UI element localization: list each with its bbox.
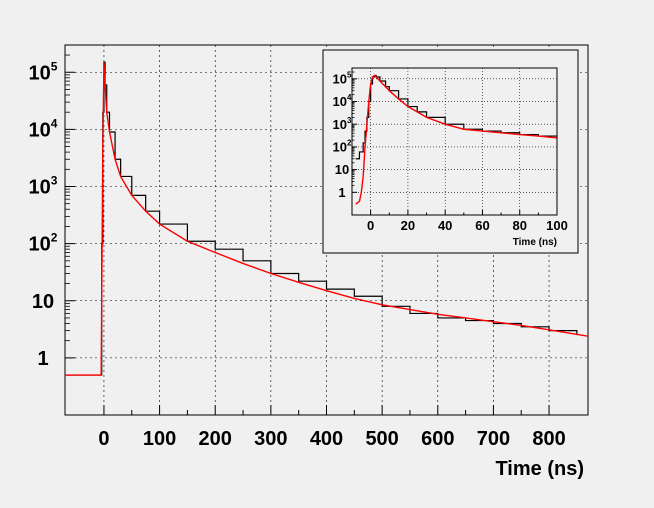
- inset-series: [355, 74, 558, 205]
- inset-y-tick-exponent: 4: [347, 93, 352, 102]
- main-y-tick-base: 10: [29, 177, 51, 199]
- main-y-tick-label: 10: [32, 291, 54, 313]
- inset-x-axis-title: Time (ns): [513, 237, 557, 248]
- main-x-tick-label: 700: [477, 428, 510, 450]
- inset-x-tick-label: 80: [512, 218, 526, 233]
- main-y-tick-base: 10: [29, 119, 51, 141]
- main-series: [65, 61, 589, 376]
- main-x-tick-label: 600: [421, 428, 454, 450]
- inset-series-fit-curve: [355, 74, 558, 205]
- main-x-tick-label: 100: [143, 428, 176, 450]
- main-y-tick-exponent: 5: [51, 59, 58, 73]
- main-series-fit-curve: [65, 62, 589, 376]
- inset-y-tick-label: 104: [333, 93, 352, 109]
- main-x-tick-label: 0: [98, 428, 109, 450]
- main-y-tick-base: 10: [29, 62, 51, 84]
- main-y-tick-exponent: 4: [51, 116, 58, 130]
- main-y-tick-exponent: 3: [51, 174, 58, 188]
- inset-x-tick-label: 100: [546, 218, 568, 233]
- inset-x-tick-label: 20: [401, 218, 415, 233]
- inset-y-tick-base: 10: [333, 117, 347, 132]
- main-x-tick-label: 800: [532, 428, 565, 450]
- main-y-tick-base: 10: [32, 291, 54, 313]
- inset-y-tick-base: 10: [335, 162, 349, 177]
- main-y-tick-label: 1: [37, 348, 48, 370]
- main-x-tick-label: 200: [199, 428, 232, 450]
- inset-y-tick-exponent: 5: [347, 71, 352, 80]
- inset-y-tick-label: 102: [333, 139, 352, 155]
- main-y-tick-base: 1: [37, 348, 48, 370]
- inset-y-tick-label: 1: [338, 185, 345, 200]
- main-y-tick-label: 102: [29, 231, 58, 256]
- main-x-tick-label: 400: [310, 428, 343, 450]
- main-y-tick-label: 104: [29, 116, 58, 141]
- inset-x-tick-label: 60: [475, 218, 489, 233]
- inset-y-tick-base: 1: [338, 185, 345, 200]
- inset-y-tick-label: 10: [335, 162, 349, 177]
- main-y-tick-label: 105: [29, 59, 58, 84]
- inset-y-tick-exponent: 3: [347, 116, 352, 125]
- inset-x-tick-label: 0: [367, 218, 374, 233]
- inset-y-tick-label: 105: [333, 71, 352, 87]
- main-y-tick-label: 103: [29, 174, 58, 199]
- main-x-tick-label: 300: [254, 428, 287, 450]
- inset-y-tick-base: 10: [333, 94, 347, 109]
- inset-y-tick-exponent: 2: [347, 139, 352, 148]
- main-y-tick-exponent: 2: [51, 231, 58, 245]
- main-y-tick-base: 10: [29, 234, 51, 256]
- inset-plot-frame: [351, 67, 558, 216]
- inset-x-tick-label: 40: [438, 218, 452, 233]
- inset-y-tick-base: 10: [333, 71, 347, 86]
- main-x-tick-label: 500: [365, 428, 398, 450]
- inset-y-tick-base: 10: [333, 139, 347, 154]
- main-x-axis-title: Time (ns): [495, 458, 584, 480]
- inset-y-tick-label: 103: [333, 116, 352, 132]
